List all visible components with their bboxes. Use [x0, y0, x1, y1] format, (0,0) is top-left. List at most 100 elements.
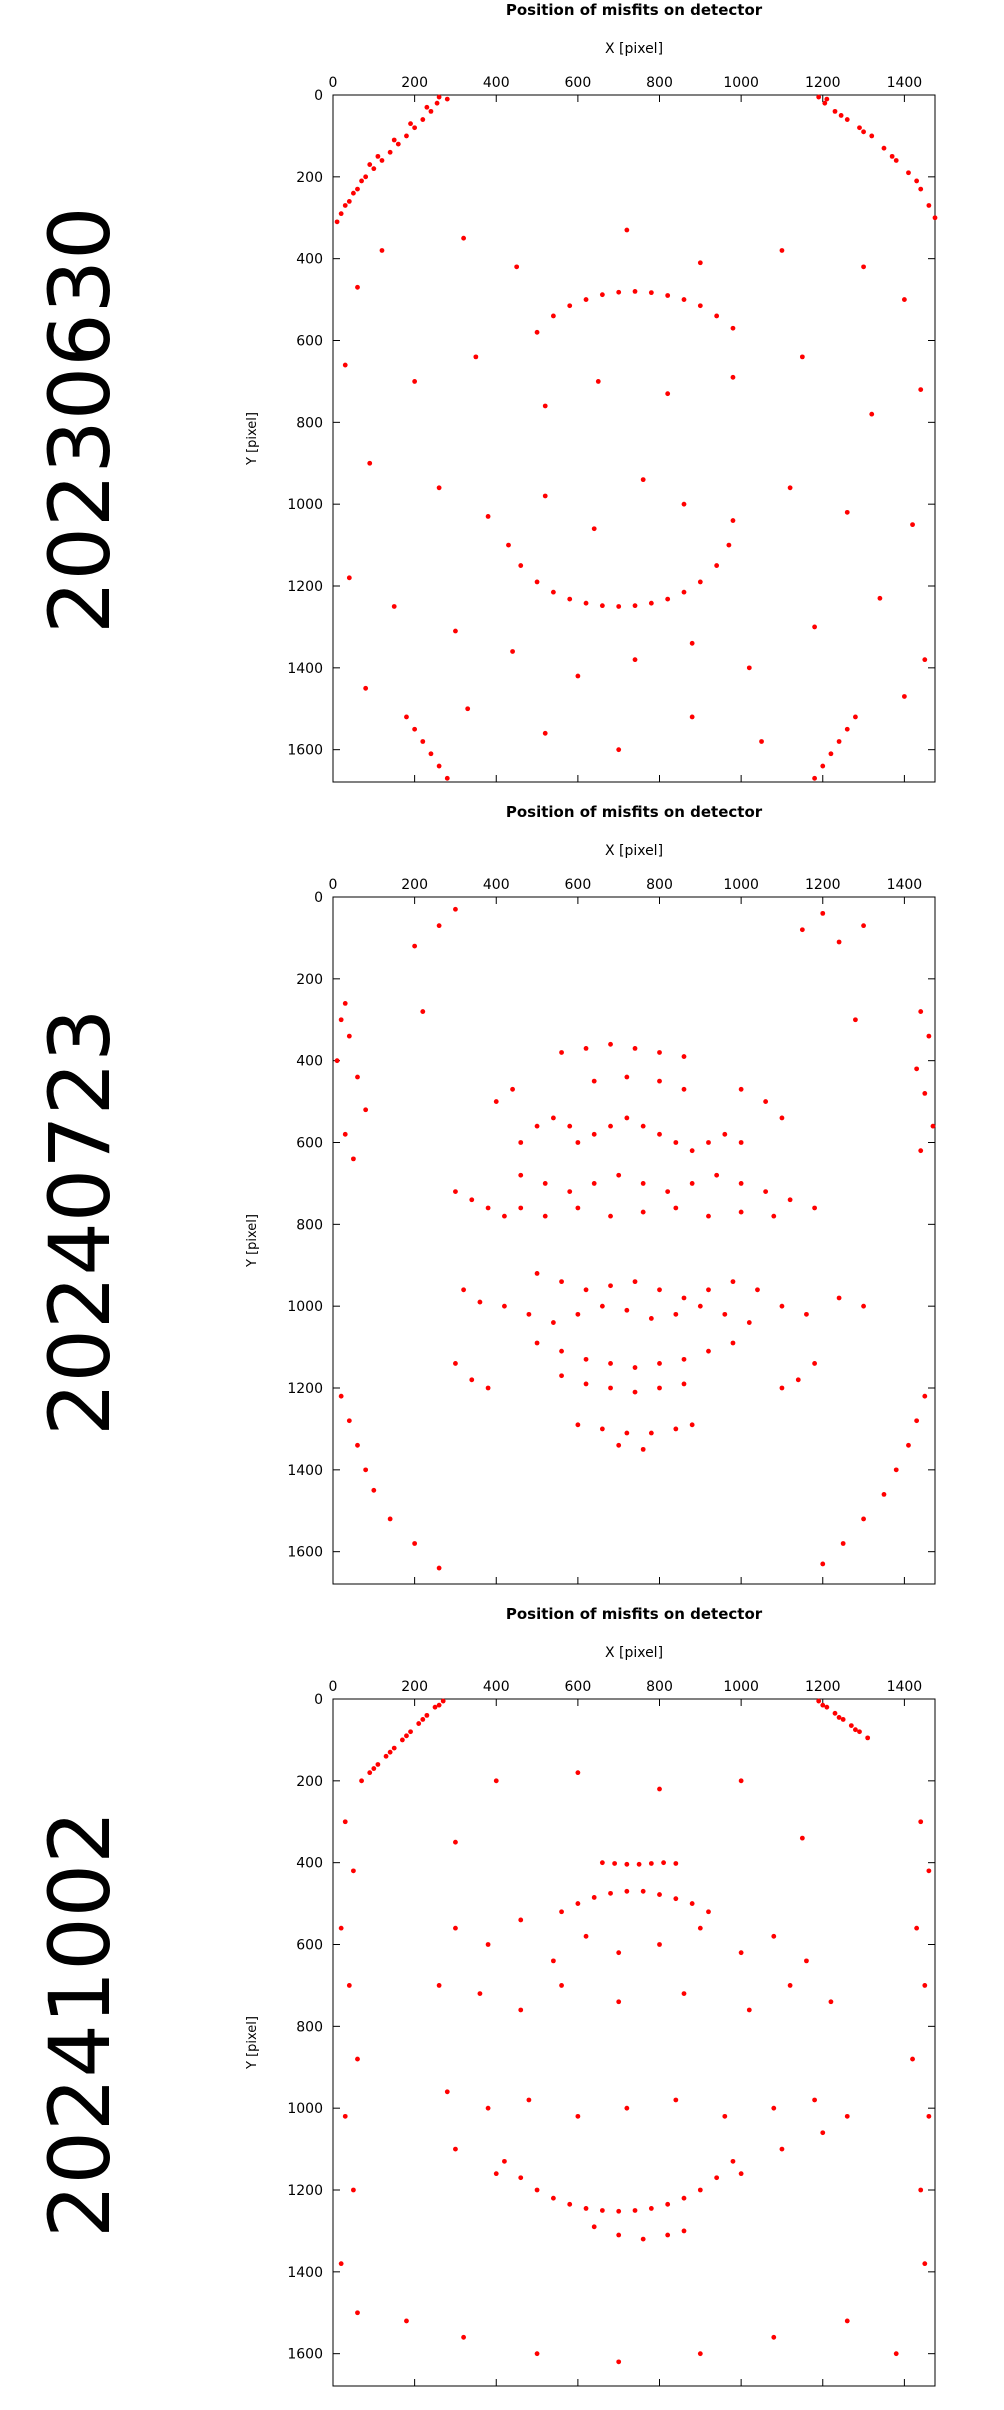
data-point — [901, 297, 907, 302]
data-point — [342, 1819, 348, 1825]
y-axis-label: Y [pixel] — [245, 1214, 260, 1268]
scatter-points — [334, 94, 938, 781]
data-point — [453, 906, 458, 912]
x-tick-label: 600 — [565, 877, 592, 893]
data-point — [334, 1058, 340, 1064]
x-tick-label: 1400 — [887, 877, 923, 893]
data-point — [359, 178, 364, 184]
data-point — [632, 657, 638, 663]
data-point — [681, 2195, 687, 2201]
data-point — [599, 603, 605, 609]
y-tick-label: 1000 — [287, 1299, 323, 1315]
data-point — [367, 460, 373, 466]
data-point — [567, 1123, 573, 1129]
x-tick-label: 600 — [565, 75, 592, 91]
y-tick-label: 0 — [314, 890, 323, 906]
y-tick-label: 1200 — [287, 2183, 323, 2199]
data-point — [367, 1770, 373, 1776]
data-point — [706, 1140, 711, 1145]
data-point — [342, 1000, 348, 1006]
data-point — [918, 1009, 924, 1014]
data-point — [575, 1140, 581, 1145]
data-point — [404, 2318, 409, 2324]
data-point — [428, 108, 434, 114]
data-point — [673, 1861, 679, 1866]
data-point — [722, 1131, 728, 1137]
data-point — [444, 775, 450, 781]
data-point — [624, 1861, 630, 1867]
data-point — [665, 1189, 671, 1195]
plot-frame — [332, 94, 936, 783]
data-point — [453, 628, 458, 634]
chart-panel-20230630: 20230630 Position of misfits on detector… — [0, 0, 1004, 802]
data-point — [726, 542, 732, 548]
y-tick-label: 400 — [296, 252, 323, 268]
y-tick-label: 200 — [296, 1774, 323, 1790]
data-point — [657, 1287, 662, 1293]
data-point — [665, 2201, 671, 2207]
data-point — [342, 2113, 348, 2119]
data-point — [706, 1348, 711, 1354]
y-tick-label: 800 — [296, 2019, 323, 2035]
data-point — [518, 1917, 524, 1923]
data-point — [763, 1099, 769, 1104]
y-tick-label: 600 — [296, 334, 323, 350]
data-point — [510, 649, 515, 654]
data-point — [583, 1045, 589, 1051]
data-point — [338, 211, 344, 217]
y-tick-label: 200 — [296, 972, 323, 988]
x-tick-label: 200 — [401, 75, 428, 91]
data-point — [755, 1287, 760, 1293]
data-point — [420, 117, 426, 122]
data-point — [575, 1205, 581, 1211]
data-point — [346, 198, 352, 204]
data-point — [436, 923, 442, 929]
data-point — [591, 2224, 597, 2230]
data-point — [444, 2089, 450, 2095]
data-point — [922, 1983, 928, 1988]
data-point — [453, 1925, 458, 1931]
x-axis-label: X [pixel] — [605, 1645, 663, 1661]
data-point — [440, 1698, 446, 1704]
data-point — [567, 2201, 573, 2207]
data-point — [559, 1373, 564, 1379]
data-point — [493, 1778, 499, 1784]
data-point — [661, 1860, 666, 1866]
data-point — [673, 1426, 679, 1432]
data-point — [534, 1340, 540, 1346]
plot-frame — [332, 1698, 936, 2387]
data-point — [697, 2351, 703, 2357]
data-point — [779, 1303, 785, 1309]
data-point — [355, 2056, 360, 2062]
data-point — [730, 2158, 736, 2164]
y-tick-label: 800 — [296, 415, 323, 431]
data-point — [844, 726, 850, 732]
data-point — [844, 509, 850, 515]
data-point — [346, 1033, 352, 1039]
data-point — [787, 1197, 793, 1203]
data-point — [575, 673, 581, 679]
data-point — [420, 739, 426, 744]
data-point — [404, 133, 409, 139]
data-point — [926, 203, 932, 208]
data-point — [812, 624, 817, 630]
data-point — [424, 104, 430, 110]
data-point — [787, 485, 793, 491]
data-point — [575, 1901, 581, 1906]
data-point — [738, 1086, 744, 1092]
data-point — [465, 706, 471, 712]
data-point — [502, 2158, 507, 2164]
data-point — [853, 1017, 858, 1023]
chart-panel-20240723: 20240723 Position of misfits on detector… — [0, 802, 1004, 1604]
chart-title: Position of misfits on detector — [506, 1, 763, 19]
data-point — [836, 739, 842, 744]
data-point — [616, 604, 622, 609]
data-point — [412, 379, 418, 384]
data-point — [355, 1074, 360, 1080]
y-tick-label: 600 — [296, 1938, 323, 1954]
data-point — [559, 1279, 564, 1285]
data-point — [502, 1213, 507, 1219]
data-point — [648, 600, 654, 606]
data-point — [616, 1999, 622, 2005]
